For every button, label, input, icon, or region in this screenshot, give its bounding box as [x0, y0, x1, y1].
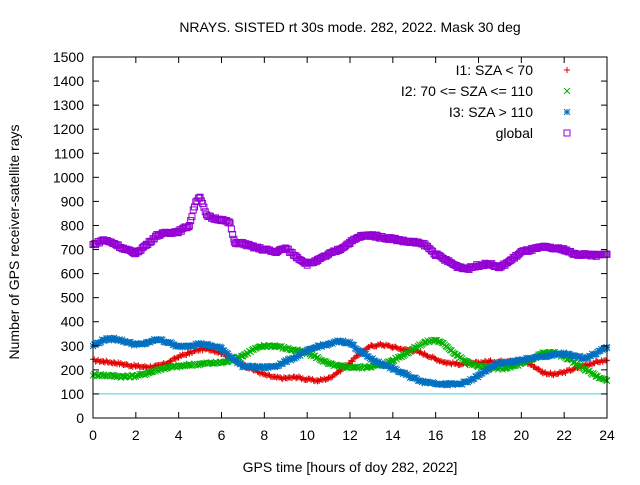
- legend-marker: [564, 109, 570, 115]
- y-tick-label: 1500: [53, 49, 84, 65]
- legend: I1: SZA < 70 I2: 70 <= SZA <= 110 I3: SZA …: [401, 62, 570, 141]
- y-tick-label: 1400: [53, 73, 84, 89]
- legend-marker: [564, 130, 570, 136]
- x-tick-label: 8: [260, 427, 268, 443]
- series-layer: [90, 194, 610, 388]
- y-tick-label: 1300: [53, 97, 84, 113]
- y-axis-label: Number of GPS receiver-satellite rays: [6, 125, 22, 360]
- x-tick-label: 16: [428, 427, 444, 443]
- legend-label: I3: SZA > 110: [449, 104, 533, 120]
- legend-label: global: [496, 125, 533, 141]
- x-tick-label: 24: [599, 427, 615, 443]
- x-tick-label: 14: [385, 427, 401, 443]
- x-tick-label: 10: [299, 427, 315, 443]
- y-tick-label: 1000: [53, 169, 84, 185]
- x-tick-label: 4: [175, 427, 183, 443]
- x-tick-label: 6: [218, 427, 226, 443]
- y-tick-label: 800: [61, 217, 85, 233]
- x-tick-label: 2: [132, 427, 140, 443]
- x-tick-label: 22: [556, 427, 572, 443]
- x-tick-label: 18: [471, 427, 487, 443]
- y-tick-label: 700: [61, 242, 85, 258]
- x-axis-label: GPS time [hours of doy 282, 2022]: [243, 459, 458, 475]
- legend-marker: [564, 88, 570, 94]
- x-tick-label: 20: [514, 427, 530, 443]
- y-tick-label: 0: [76, 410, 84, 426]
- legend-label: I2: 70 <= SZA <= 110: [401, 83, 533, 99]
- x-tick-label: 12: [342, 427, 358, 443]
- chart-title: NRAYS. SISTED rt 30s mode. 282, 2022. Ma…: [179, 19, 520, 35]
- y-tick-label: 300: [61, 338, 85, 354]
- y-tick-label: 500: [61, 290, 85, 306]
- y-tick-label: 100: [61, 386, 85, 402]
- y-tick-label: 600: [61, 266, 85, 282]
- y-tick-label: 400: [61, 314, 85, 330]
- y-tick-label: 1100: [54, 145, 84, 161]
- y-tick-label: 200: [61, 362, 85, 378]
- x-tick-label: 0: [89, 427, 97, 443]
- series-global: [90, 194, 610, 272]
- legend-marker: [564, 67, 570, 73]
- y-tick-label: 900: [61, 193, 85, 209]
- legend-label: I1: SZA < 70: [456, 62, 534, 78]
- y-tick-label: 1200: [53, 121, 84, 137]
